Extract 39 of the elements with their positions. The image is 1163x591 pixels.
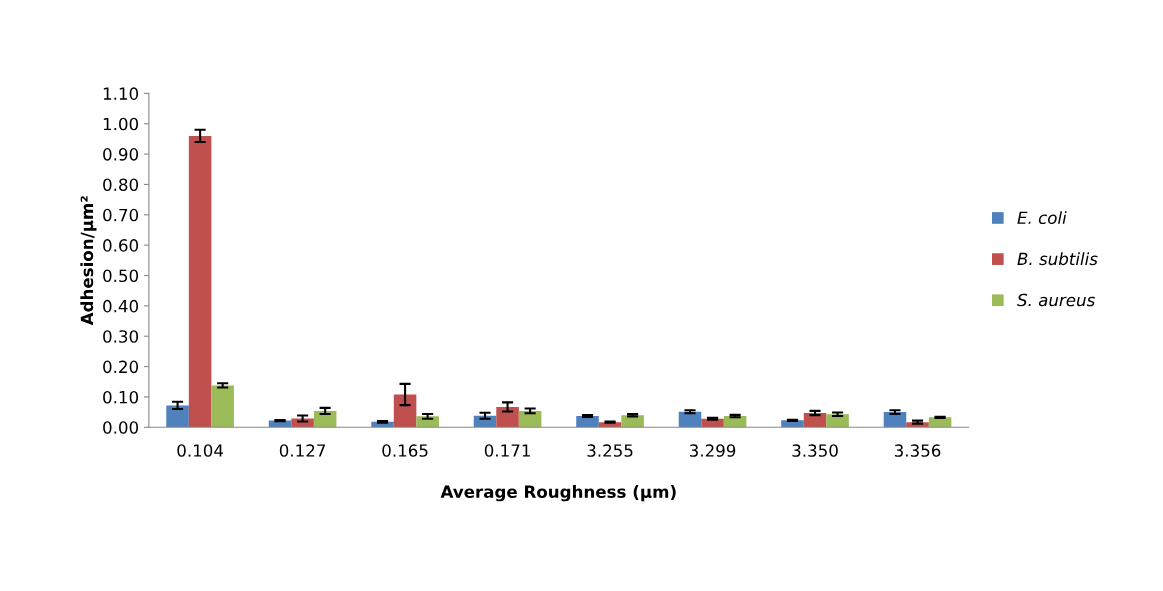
y-tick-label: 0.50 — [103, 269, 139, 283]
bar — [166, 405, 189, 428]
legend-label: E. coli — [1017, 211, 1067, 225]
y-tick-label: 0.10 — [103, 390, 139, 404]
bar — [393, 394, 417, 428]
x-tick-label: 3.255 — [587, 444, 633, 457]
x-tick-label: 3.356 — [894, 444, 941, 457]
y-tick-label: 0.20 — [103, 360, 139, 374]
bar — [496, 406, 519, 428]
bar — [518, 410, 542, 428]
bar — [576, 416, 599, 428]
y-tick-label: 1.10 — [103, 87, 139, 100]
legend-label: S. aureus — [1017, 293, 1095, 307]
x-tick-label: 0.171 — [484, 444, 530, 457]
x-tick-label: 0.127 — [279, 444, 326, 457]
x-tick-label: 3.299 — [689, 444, 736, 457]
bar — [826, 414, 849, 428]
bar — [723, 416, 747, 428]
bar — [621, 415, 644, 428]
bar — [803, 413, 827, 428]
y-tick-label: 0.00 — [103, 421, 139, 434]
y-tick-label: 0.70 — [103, 208, 139, 222]
y-axis-title: Adhesion/µm² — [80, 196, 97, 326]
y-tick-label: 0.60 — [103, 239, 139, 252]
y-tick-label: 0.80 — [103, 178, 139, 192]
x-axis-title: Average Roughness (µm) — [440, 485, 676, 502]
legend-label: B. subtilis — [1017, 252, 1098, 266]
x-tick-label: 0.104 — [177, 444, 224, 457]
y-tick-label: 0.90 — [103, 148, 139, 161]
x-tick-label: 0.165 — [382, 444, 428, 457]
y-tick-label: 1.00 — [103, 117, 139, 131]
y-tick-label: 0.30 — [103, 330, 139, 343]
bar — [188, 135, 212, 428]
bar — [883, 412, 907, 428]
y-tick-label: 0.40 — [103, 299, 139, 313]
x-tick-label: 3.350 — [792, 444, 838, 457]
bar — [211, 385, 234, 428]
bar — [678, 411, 702, 428]
bar — [313, 410, 337, 428]
